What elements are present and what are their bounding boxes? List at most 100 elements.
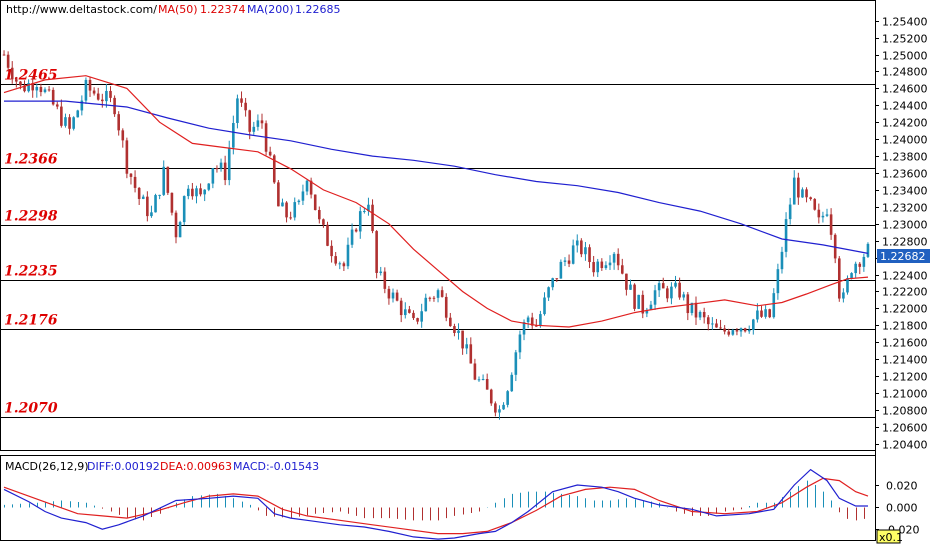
candle-body (428, 297, 432, 299)
zoom-label[interactable]: x0.1 (879, 531, 903, 544)
candle-body (588, 247, 591, 263)
candle-body (80, 100, 84, 111)
candle-body (170, 192, 174, 213)
price-tick-label: 1.22200 (882, 286, 928, 299)
candle-body (502, 404, 505, 410)
candle-body (342, 263, 346, 267)
candle-body (535, 325, 538, 327)
candle-body (678, 282, 681, 298)
candle-body (514, 352, 518, 375)
candle-body (154, 195, 157, 213)
candle-body (477, 379, 481, 381)
candle-body (146, 196, 149, 217)
candle-body (379, 271, 383, 273)
candle-body (846, 278, 849, 293)
price-tick-label: 1.21400 (882, 354, 928, 367)
candle-body (592, 262, 595, 273)
candle-body (866, 243, 870, 257)
price-tick-label: 1.20800 (882, 405, 928, 418)
price-tick-label: 1.21600 (882, 337, 928, 350)
candle-body (506, 391, 509, 405)
candle-body (596, 261, 600, 273)
candle-body (244, 102, 247, 111)
moving-averages (3, 75, 869, 328)
candle-body (178, 222, 182, 238)
candle-body (686, 294, 690, 314)
candle-body (473, 363, 477, 380)
candle-body (760, 310, 763, 317)
candle-body (47, 89, 51, 91)
price-tick-label: 1.22000 (882, 303, 928, 316)
candle-body (297, 200, 301, 203)
candle-body (399, 300, 403, 316)
macd-tick-label: 0.020 (886, 480, 918, 493)
candle-body (465, 344, 469, 349)
candle-body (240, 98, 243, 103)
candle-body (809, 197, 812, 200)
candle-body (281, 202, 284, 207)
candle-body (326, 224, 329, 246)
candle-body (711, 323, 714, 325)
candle-body (608, 262, 612, 266)
candle-body (305, 180, 309, 192)
macd-dea-line (3, 477, 869, 535)
candle-body (653, 290, 657, 305)
candle-body (162, 166, 166, 195)
ma50-label: MA(50) (158, 3, 198, 16)
candle-body (375, 231, 378, 273)
candle-body (559, 261, 563, 279)
candle-body (232, 123, 235, 148)
candle-body (420, 311, 423, 322)
zoom-badge[interactable] (876, 529, 901, 544)
candle-body (674, 282, 677, 287)
candle-body (272, 155, 276, 183)
candle-body (23, 85, 26, 92)
candle-body (604, 265, 608, 269)
candle-body (408, 309, 411, 313)
price-tick-label: 1.21000 (882, 388, 928, 401)
candle-body (64, 117, 67, 126)
candle-body (829, 214, 833, 235)
candle-body (207, 183, 211, 190)
candle-body (2, 54, 6, 56)
candle-body (436, 290, 440, 298)
candle-body (510, 374, 514, 392)
candle-body (600, 261, 604, 269)
candle-body (637, 294, 640, 309)
price-tick-label: 1.21200 (882, 371, 928, 384)
candle-body (620, 265, 624, 274)
candle-body (68, 117, 71, 129)
candle-body (666, 288, 669, 299)
candle-body (756, 310, 759, 320)
price-tick-label: 1.21800 (882, 320, 928, 333)
ma50-line (3, 75, 869, 328)
candle-body (547, 287, 550, 298)
ma200-line (4, 100, 869, 254)
candle-body (141, 196, 145, 199)
candle-body (19, 81, 22, 86)
candle-body (813, 199, 817, 210)
price-tick-label: 1.24000 (882, 134, 928, 147)
candle-body (645, 309, 649, 314)
candle-body (6, 54, 10, 68)
candle-body (489, 389, 493, 404)
candle-body (101, 99, 104, 102)
candle-body (105, 90, 108, 102)
candle-body (747, 330, 751, 332)
level-label: 1.2070 (4, 401, 58, 417)
candle-body (817, 209, 821, 218)
candle-body (92, 90, 96, 94)
candle-body (780, 251, 784, 270)
candle-body (191, 188, 194, 197)
candle-body (719, 327, 722, 329)
candle-body (768, 309, 771, 318)
ma200-value: 1.22685 (295, 3, 341, 16)
candle-body (322, 219, 325, 225)
candle-body (743, 328, 747, 332)
candle-body (383, 271, 387, 289)
level-label: 1.2298 (4, 209, 58, 225)
candle-body (211, 168, 215, 184)
candle-body (60, 106, 63, 126)
